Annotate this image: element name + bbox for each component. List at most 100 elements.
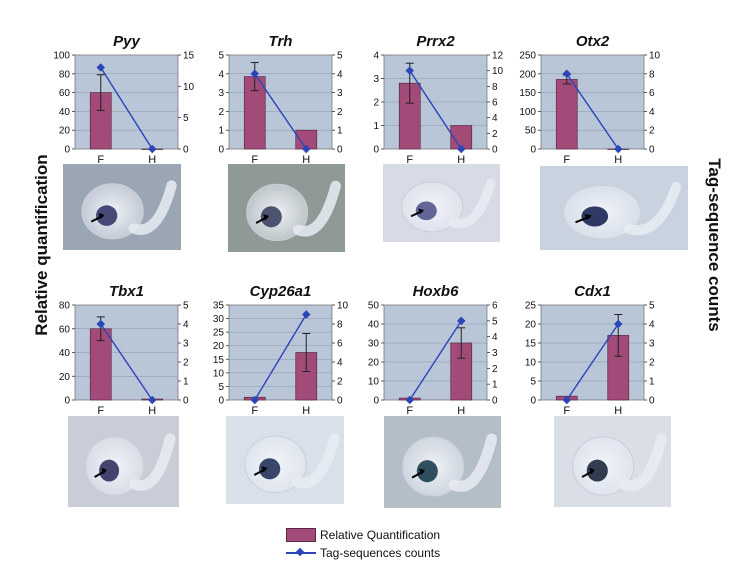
prrx2-left-tick-label: 4 [373,51,379,62]
trh-embryo-photo [228,164,345,252]
pyy-left-tick-label: 40 [59,107,71,118]
cdx1-right-tick-label: 0 [649,396,655,407]
prrx2-tag-point-h [457,144,466,154]
tbx1-left-tick-label: 80 [59,301,71,312]
cdx1-embryo-photo [554,416,671,507]
trh-left-tick-label: 5 [218,51,224,62]
otx2-left-tick-label: 250 [519,51,536,62]
hoxb6-chart-title: Hoxb6 [413,283,460,300]
otx2-left-tick-label: 200 [519,69,536,80]
tbx1-tag-point-h [148,395,157,405]
cdx1-category-label: F [563,405,570,417]
tbx1-category-label: F [97,405,104,417]
cdx1-tag-line [566,323,619,401]
hoxb6-tag-point-f [405,395,414,405]
cyp26a1-left-tick-label: 10 [213,368,225,379]
hoxb6-tag-line [409,320,462,401]
legend-item-line: Tag-sequences counts [286,544,440,562]
trh-tag-line [254,73,307,150]
cyp26a1-right-tick-label: 4 [337,358,343,369]
tbx1-right-tick-label: 3 [183,339,189,350]
otx2-right-tick-label: 0 [649,145,655,156]
otx2-left-tick-label: 150 [519,88,536,99]
cyp26a1-category-label: F [251,405,258,417]
cdx1-right-tick-label: 3 [649,339,655,350]
tbx1-chart-title: Tbx1 [109,283,144,300]
cyp26a1-right-tick-label: 2 [337,377,343,388]
hoxb6-left-tick-label: 30 [368,339,380,350]
tbx1-category-label: H [148,405,156,417]
hoxb6-right-tick-label: 0 [492,396,498,407]
trh-left-tick-label: 3 [218,88,224,99]
tbx1-right-tick-label: 5 [183,301,189,312]
pyy-left-tick-label: 60 [59,88,71,99]
pyy-right-tick-label: 10 [183,82,195,93]
prrx2-left-tick-label: 3 [373,74,379,85]
left-axis-label: Relative quantification [32,154,51,336]
cyp26a1-left-tick-label: 15 [213,355,225,366]
hoxb6-right-tick-label: 5 [492,316,498,327]
legend-item-bar: Relative Quantification [286,526,440,544]
cdx1-left-tick-label: 0 [530,396,536,407]
cdx1-right-tick-label: 1 [649,377,655,388]
pyy-left-tick-label: 0 [64,145,70,156]
cdx1-right-tick-label: 4 [649,320,655,331]
trh-right-tick-label: 4 [337,69,343,80]
otx2-category-label: H [614,154,622,166]
cyp26a1-left-tick-label: 25 [213,328,225,339]
hoxb6-right-tick-label: 4 [492,332,498,343]
trh-chart-title: Trh [269,33,293,50]
cdx1-tag-point-h [614,319,623,329]
otx2-right-tick-label: 8 [649,69,655,80]
hoxb6-right-tick-label: 2 [492,364,498,375]
trh-left-tick-label: 2 [218,107,224,118]
cyp26a1-right-tick-label: 8 [337,320,343,331]
prrx2-left-tick-label: 1 [373,121,379,132]
hoxb6-category-label: F [406,405,413,417]
prrx2-embryo-photo [383,164,500,242]
pyy-chart-title: Pyy [113,33,140,50]
pyy-right-tick-label: 15 [183,51,195,62]
otx2-category-label: F [563,154,570,166]
otx2-bar-f [555,79,578,150]
hoxb6-category-label: H [457,405,465,417]
cdx1-right-tick-label: 5 [649,301,655,312]
prrx2-left-tick-label: 0 [373,145,379,156]
otx2-left-tick-label: 0 [530,145,536,156]
pyy-embryo-photo [63,164,181,250]
cdx1-left-tick-label: 15 [525,339,537,350]
pyy-right-tick-label: 0 [183,145,189,156]
cyp26a1-tag-point-f [250,395,259,405]
trh-left-tick-label: 1 [218,126,224,137]
pyy-left-tick-label: 80 [59,69,71,80]
otx2-embryo-photo [540,166,688,250]
legend-line-label: Tag-sequences counts [320,546,441,560]
tbx1-tag-point-f [96,319,105,329]
prrx2-tag-line [409,70,462,150]
trh-right-tick-label: 1 [337,126,343,137]
cyp26a1-left-tick-label: 35 [213,301,225,312]
trh-left-tick-label: 4 [218,69,224,80]
prrx2-right-tick-label: 12 [492,51,504,62]
pyy-left-tick-label: 20 [59,126,71,137]
prrx2-chart-title: Prrx2 [416,33,455,50]
trh-tag-point-f [250,69,259,79]
prrx2-right-tick-label: 6 [492,98,498,109]
pyy-tag-point-h [148,144,157,154]
trh-right-tick-label: 5 [337,51,343,62]
cyp26a1-embryo-photo [226,416,344,504]
tbx1-right-tick-label: 4 [183,320,189,331]
otx2-left-tick-label: 100 [519,107,536,118]
hoxb6-left-tick-label: 40 [368,320,380,331]
tbx1-tag-line [100,323,153,401]
hoxb6-tag-point-h [457,316,466,326]
trh-category-label: H [302,154,310,166]
trh-right-tick-label: 0 [337,145,343,156]
cyp26a1-left-tick-label: 30 [213,314,225,325]
otx2-right-tick-label: 6 [649,88,655,99]
cyp26a1-chart-title: Cyp26a1 [250,283,312,300]
pyy-right-tick-label: 5 [183,113,189,124]
cdx1-left-tick-label: 25 [525,301,537,312]
